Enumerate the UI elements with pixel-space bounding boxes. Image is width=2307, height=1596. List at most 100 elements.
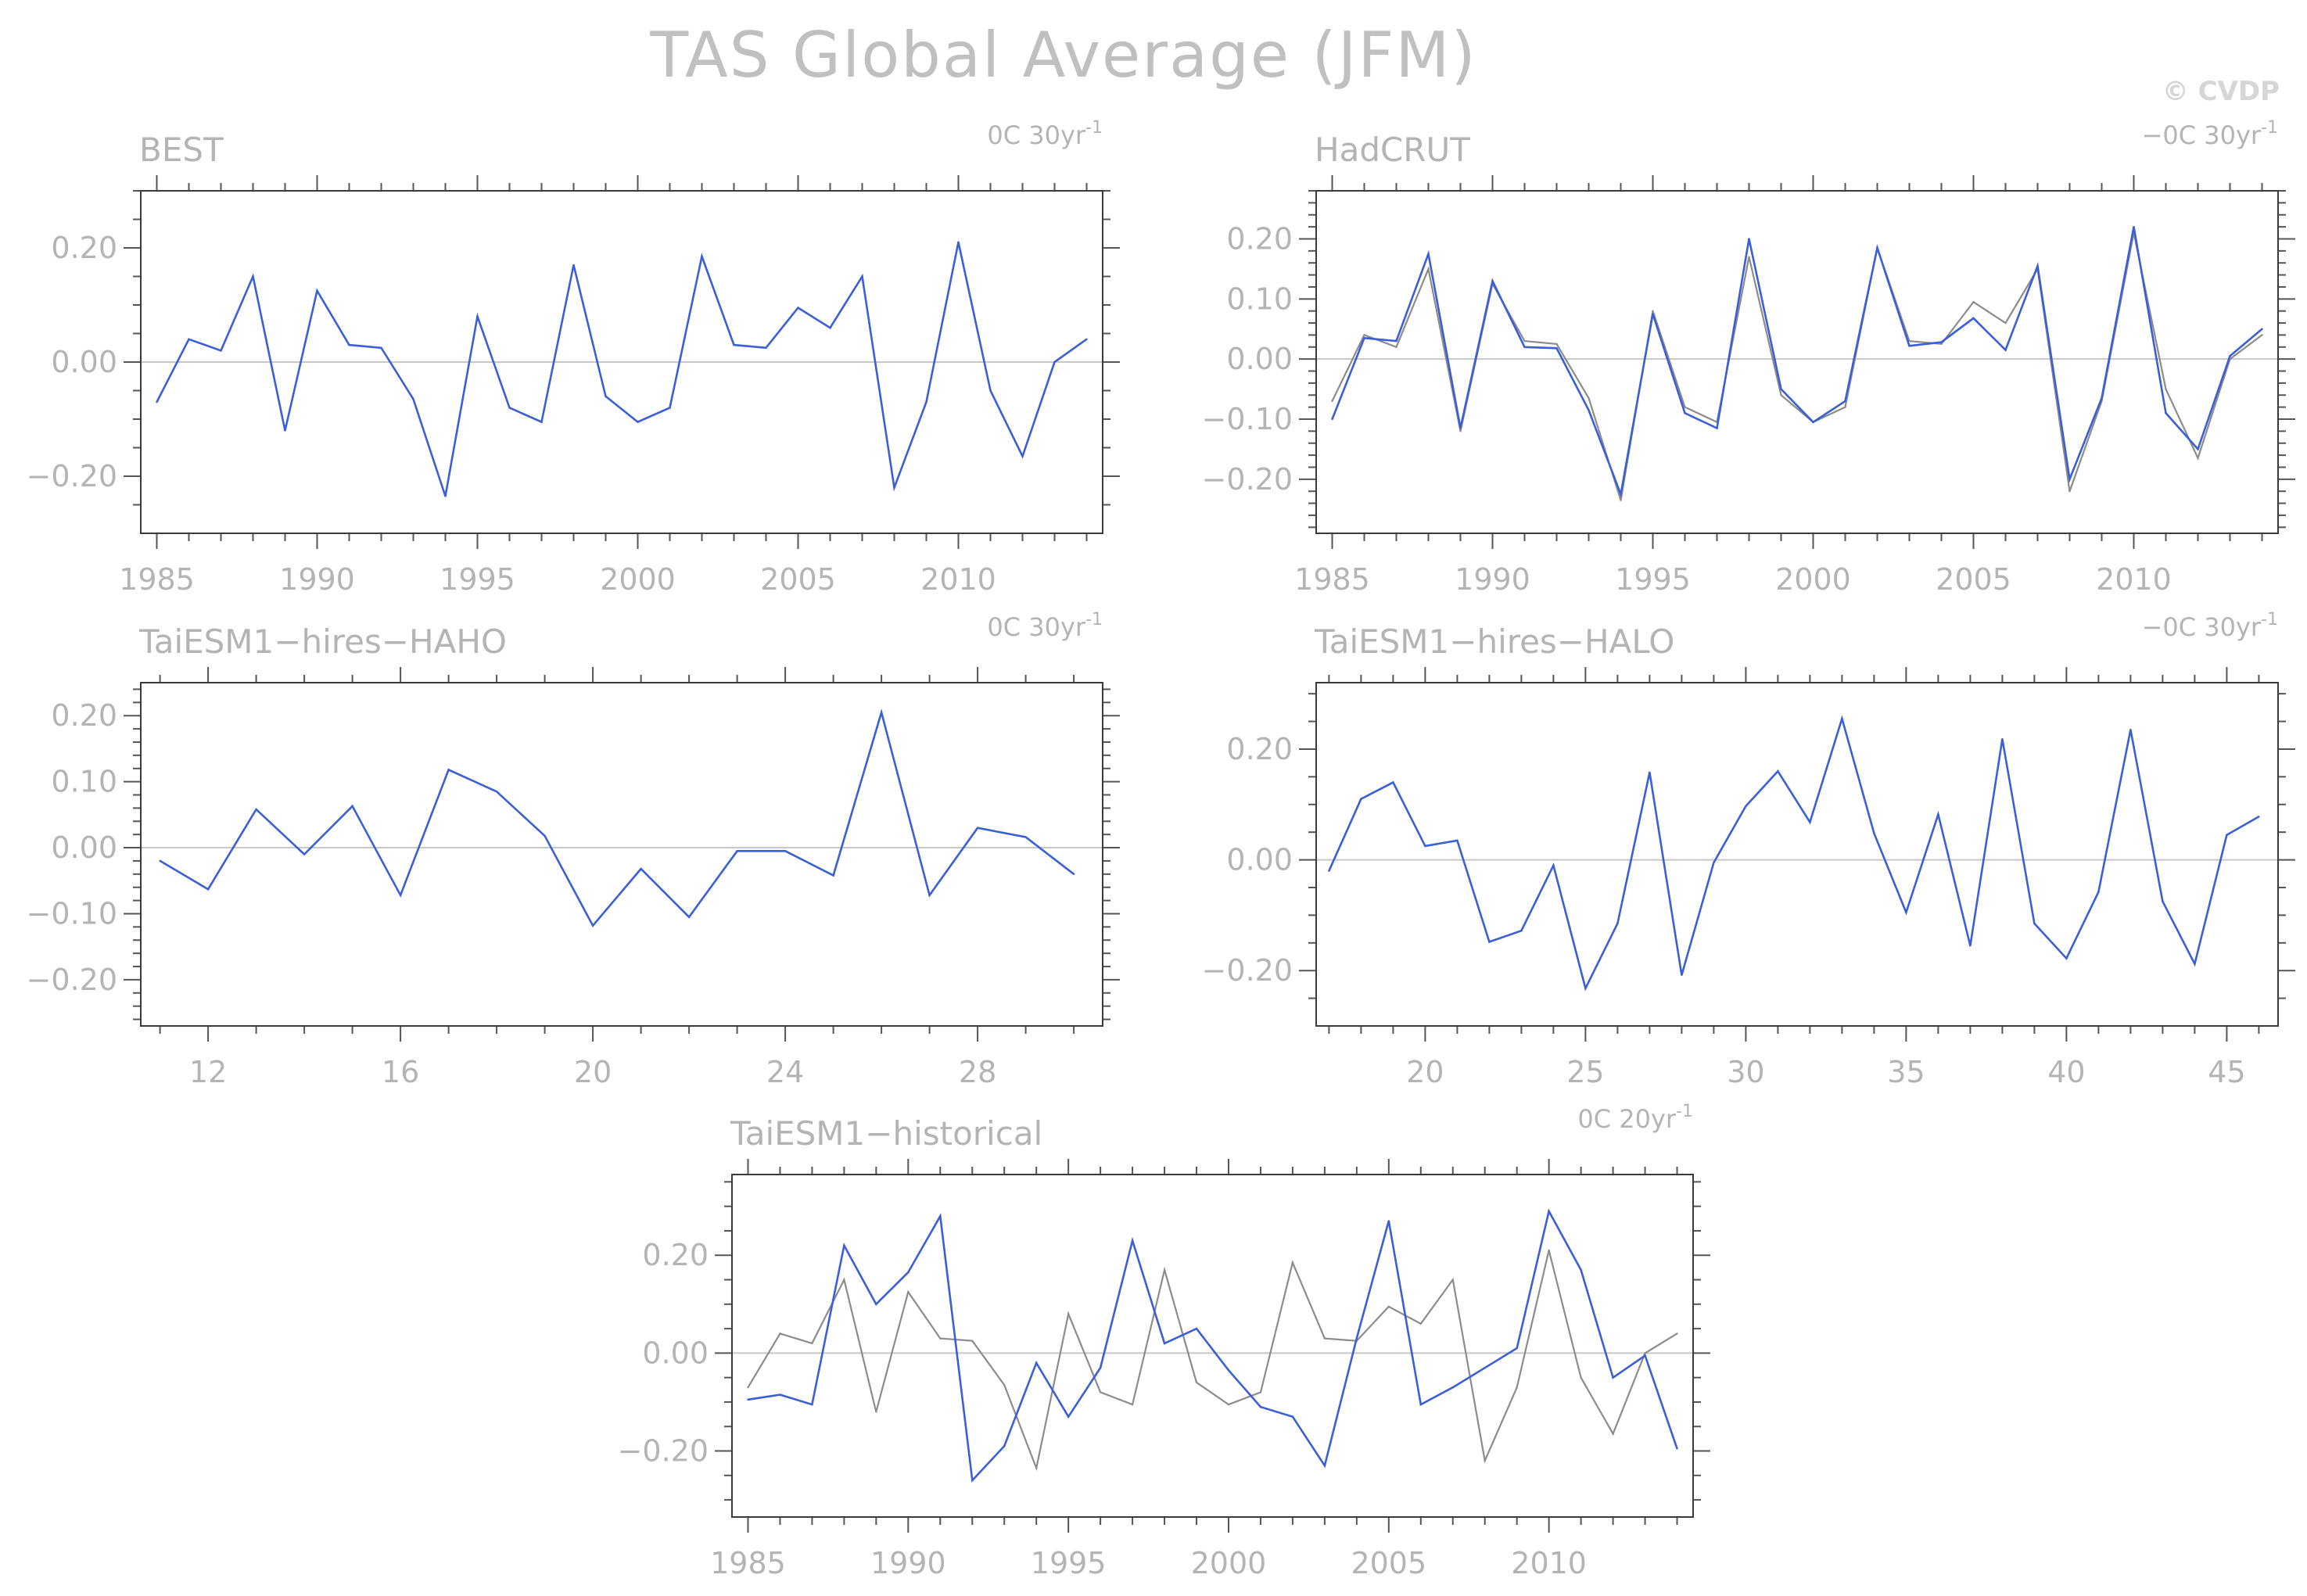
observed-data-point (1580, 1376, 1582, 1379)
y-tick-label: −0.10 (1202, 402, 1293, 436)
model-data-point (1427, 253, 1430, 255)
x-tick-label: 1990 (870, 1546, 946, 1580)
trend-unit-superscript: -1 (2261, 610, 2278, 629)
trend-unit-superscript: -1 (1085, 610, 1103, 629)
observed-data-point (1419, 1322, 1422, 1325)
model-data-point (1163, 1342, 1166, 1345)
x-tick-label: 24 (766, 1055, 804, 1089)
x-tick-label: 2010 (920, 562, 996, 597)
model-data-point (206, 888, 210, 891)
model-data-point (1451, 1386, 1454, 1389)
observed-data-point (1259, 1391, 1262, 1393)
model-data-point (1684, 412, 1686, 414)
model-data-point (2065, 957, 2068, 959)
x-tick-label: 2005 (760, 562, 836, 597)
plot-frame (140, 682, 1103, 1027)
observed-data-point (907, 1290, 910, 1293)
model-data-point (907, 1271, 910, 1274)
observed-data-point (1323, 1337, 1326, 1340)
model-data-point (784, 850, 787, 852)
model-data-point (687, 916, 691, 918)
x-tick-label: 2005 (1351, 1546, 1426, 1580)
model-data-point (1555, 347, 1558, 350)
panel-best: 1985 1990 1995 2000 2005 2010 −0.20 0.00 0.20 BES… (27, 118, 1120, 597)
observed-data-point (2068, 490, 2071, 493)
model-data-point (1681, 974, 1683, 977)
model-data-point (1905, 911, 1907, 914)
model-data-point (188, 338, 190, 340)
trend-unit-superscript: -1 (1676, 1102, 1693, 1121)
model-data-point (495, 791, 498, 793)
model-data-point (747, 1398, 749, 1401)
model-data-point (1035, 1361, 1038, 1365)
model-data-point (1745, 805, 1747, 808)
y-tick-label: −0.20 (1202, 462, 1293, 497)
model-data-point (1588, 409, 1590, 411)
observed-data-point (1676, 1332, 1678, 1335)
model-data-point (971, 1479, 974, 1482)
y-tick-label: −0.10 (27, 896, 117, 931)
model-data-point (252, 275, 254, 278)
model-data-point (1456, 839, 1458, 841)
model-data-point (1392, 781, 1394, 784)
observed-data-point (2197, 457, 2199, 460)
observed-data-point (1940, 343, 1943, 346)
model-data-point (2197, 448, 2199, 450)
model-data-point (811, 1403, 813, 1406)
model-data-point (1844, 400, 1846, 403)
observed-data-point (1548, 1249, 1550, 1252)
model-data-point (1072, 873, 1075, 876)
model-data-point (1459, 427, 1462, 429)
observed-data-point (1003, 1383, 1006, 1386)
y-tick-label: 0.00 (642, 1336, 709, 1370)
model-data-point (351, 805, 353, 808)
observed-data-point (1748, 256, 1750, 258)
model-data-point (1053, 360, 1056, 364)
x-tick-label: 2000 (1191, 1546, 1267, 1580)
model-data-point (1652, 313, 1654, 315)
model-data-point (1972, 317, 1975, 320)
model-data-point (1003, 1445, 1006, 1447)
model-data-point (893, 486, 895, 489)
model-data-point (1131, 1239, 1134, 1242)
model-data-point (1780, 388, 1782, 390)
observed-data-point (1067, 1313, 1070, 1315)
model-data-point (1259, 1406, 1262, 1408)
y-tick-label: −0.20 (27, 459, 117, 493)
model-data-point (1713, 861, 1715, 864)
model-data-point (1227, 1369, 1230, 1372)
model-data-point (1644, 1354, 1646, 1357)
observed-data-point (747, 1386, 749, 1389)
y-tick-label: 0.00 (1226, 342, 1293, 376)
observed-data-point (971, 1340, 974, 1342)
model-data-point (880, 711, 883, 714)
panel-title-taiesm1-hires-haho: TaiESM1−hires−HAHO (138, 622, 507, 661)
x-tick-label: 25 (1566, 1055, 1604, 1089)
model-data-point (2165, 412, 2167, 414)
observed-data-point (1644, 1352, 1646, 1354)
model-data-point (1580, 1268, 1582, 1271)
observed-series-line (1331, 232, 2263, 501)
model-data-point (1331, 418, 1333, 421)
model-data-point (989, 389, 992, 392)
model-data-point (925, 400, 927, 403)
panel-taiesm1-hires-haho: 12 16 20 24 28 −0.20 −0.10 0.00 0.10 0.20 TaiESM1−… (27, 610, 1120, 1089)
model-data-point (1395, 339, 1397, 343)
model-data-point (1360, 798, 1362, 800)
plot-frame (731, 1174, 1694, 1518)
x-tick-label: 1990 (279, 562, 355, 597)
model-data-point (1552, 864, 1555, 866)
trend-value: 0C 30yr (987, 120, 1086, 150)
model-data-point (399, 894, 402, 897)
model-data-point (1616, 922, 1619, 925)
model-data-point (1716, 427, 1718, 429)
model-data-point (976, 827, 979, 829)
trend-label: −0C 30yr-1 (2142, 118, 2278, 150)
model-data-point (303, 853, 306, 855)
model-data-point (765, 346, 767, 349)
y-tick-label: 0.20 (51, 231, 117, 265)
x-tick-label: 12 (189, 1055, 227, 1089)
observed-data-point (1588, 396, 1590, 400)
model-data-point (843, 1244, 845, 1246)
y-tick-label: 0.20 (1226, 732, 1293, 766)
